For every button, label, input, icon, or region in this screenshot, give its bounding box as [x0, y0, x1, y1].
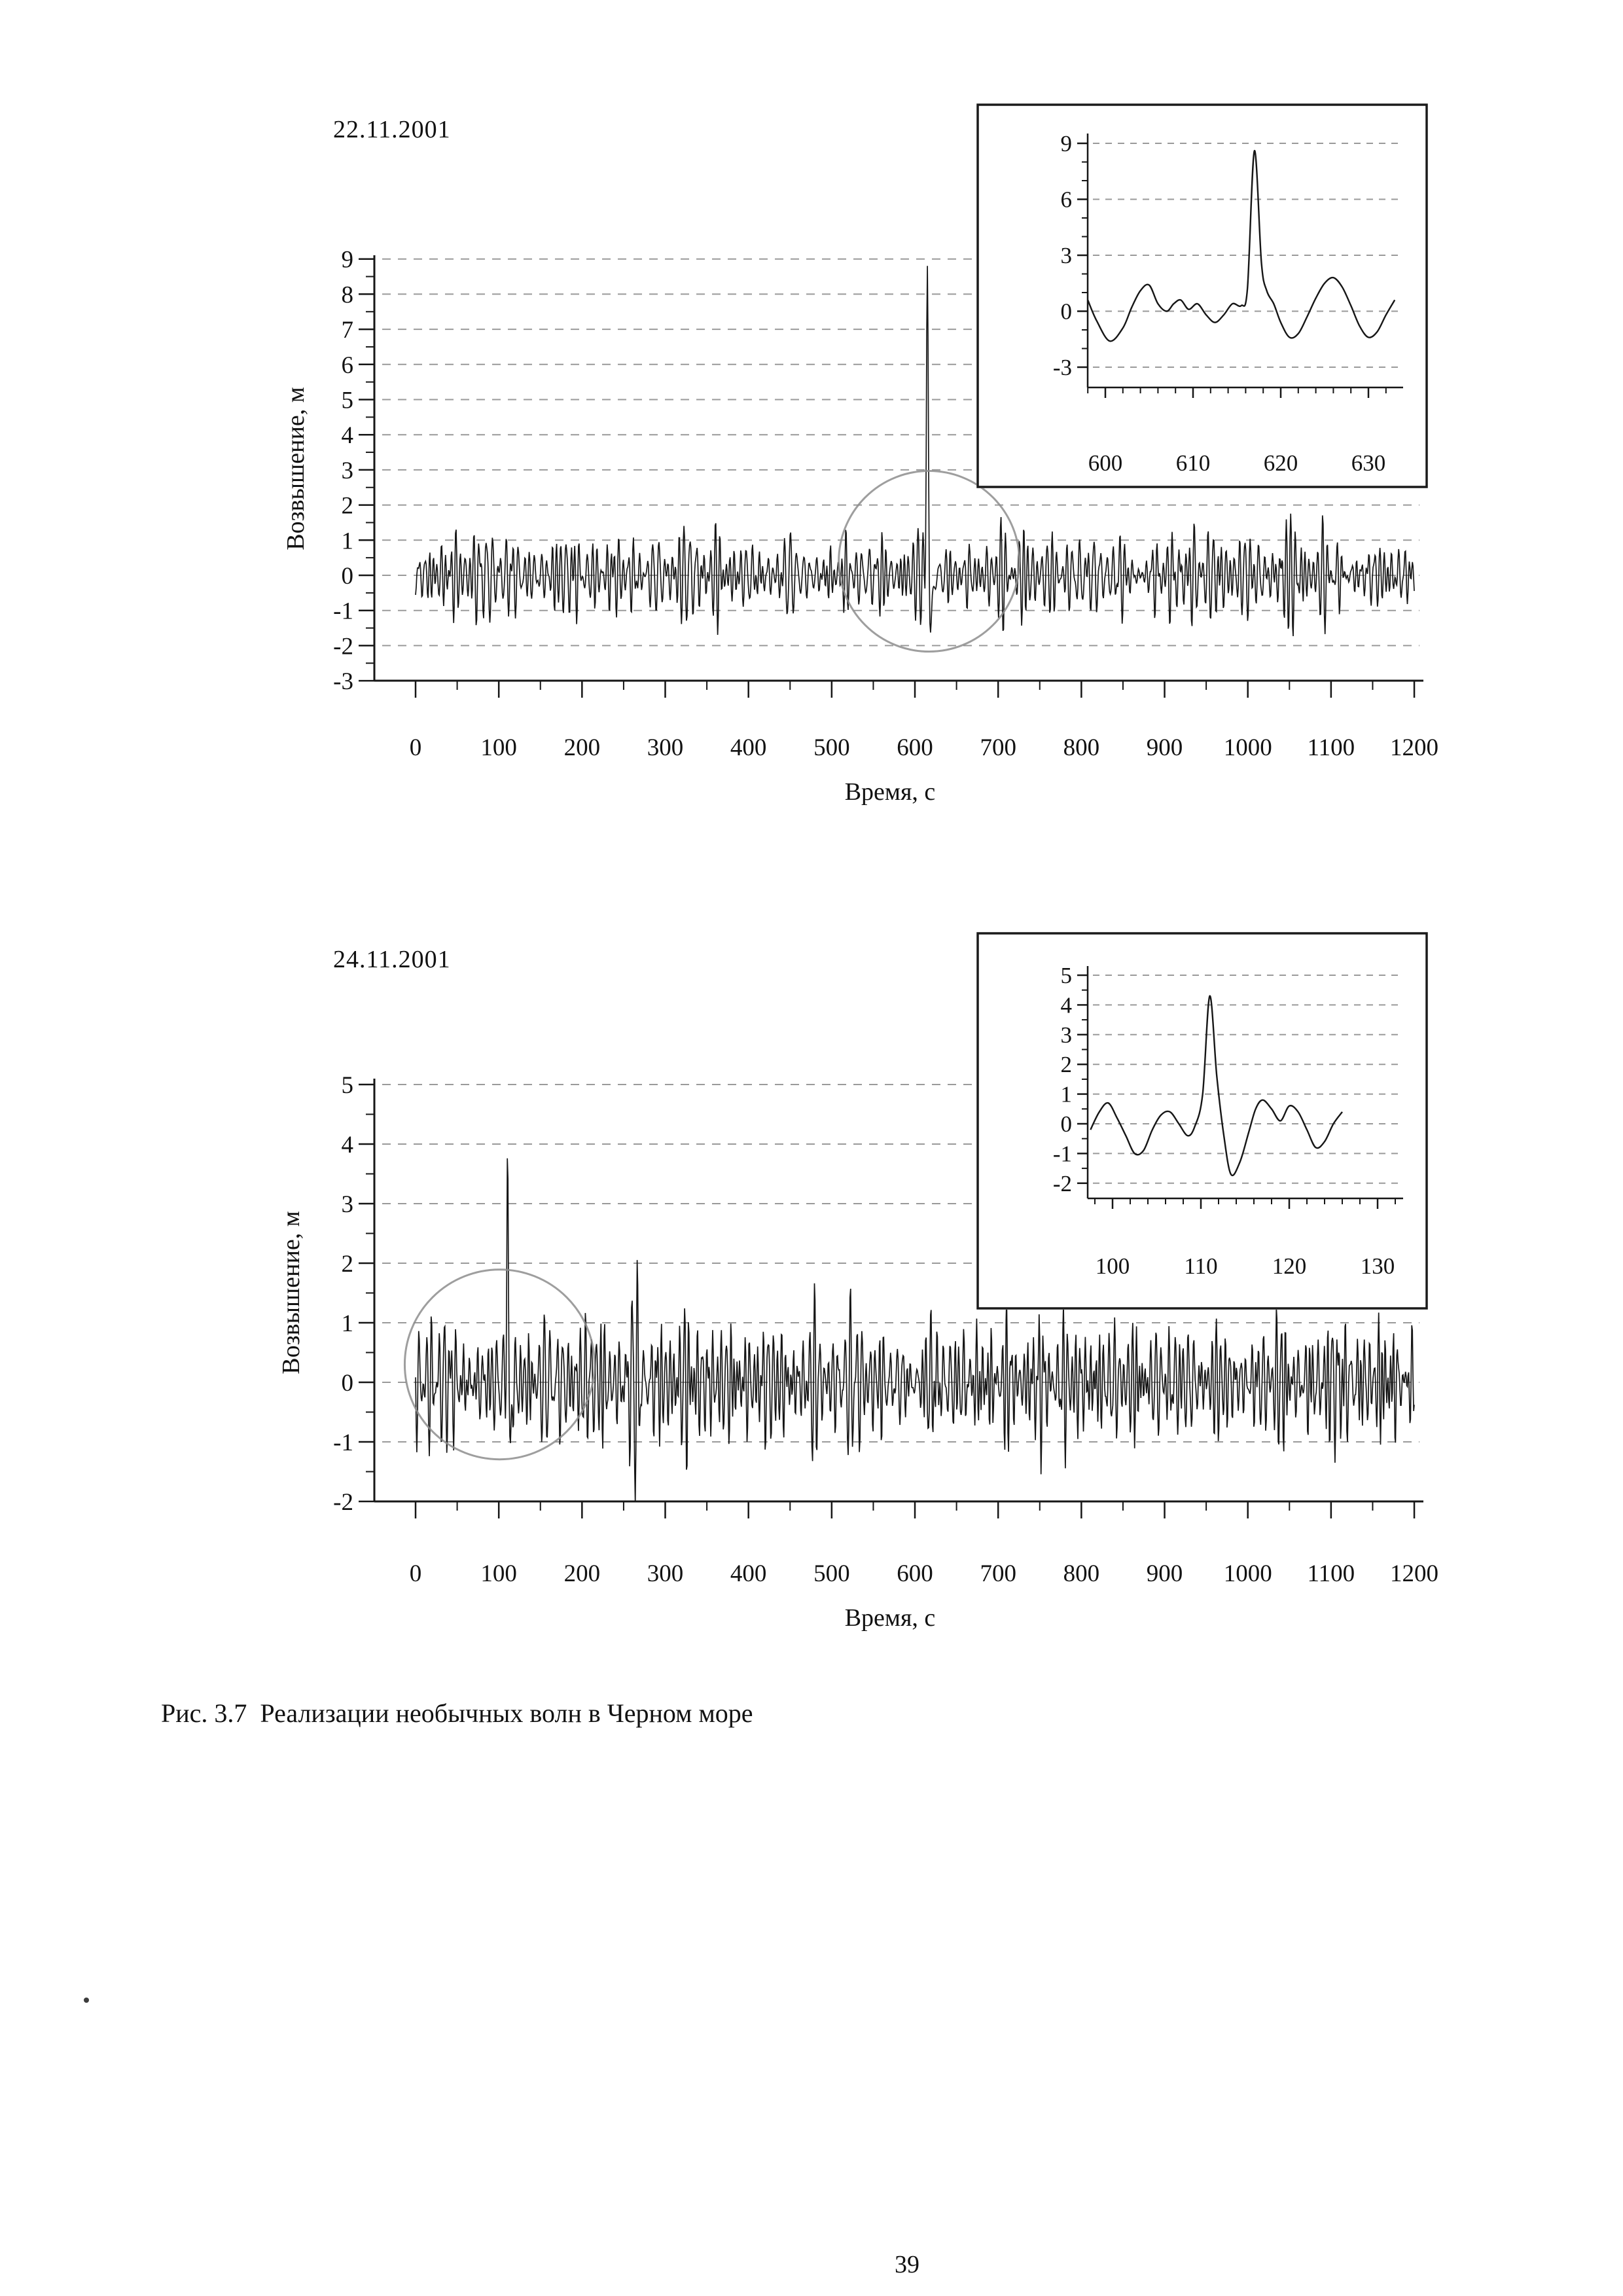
- x-tick-label: 1000: [1224, 1560, 1272, 1587]
- y-tick-label: 6: [342, 352, 354, 379]
- x-tick-label: 100: [480, 1560, 517, 1587]
- y-tick-label: 8: [342, 281, 354, 308]
- freak-wave-inset-1: -3 0 3 6 9 600 610 620 630: [976, 103, 1428, 488]
- figure-caption: Рис. 3.7 Реализации необычных волн в Чер…: [161, 1698, 753, 1728]
- y-tick-label: -1: [333, 1429, 353, 1456]
- y-tick-label: -1: [333, 598, 353, 625]
- x-tick-label: 700: [980, 734, 1016, 761]
- y-tick-label: -1: [1053, 1141, 1072, 1166]
- x-tick-label: 120: [1272, 1253, 1307, 1279]
- x-tick-label: 1200: [1390, 734, 1438, 761]
- x-tick-label: 630: [1351, 450, 1386, 476]
- inset-border: [976, 932, 1428, 1310]
- inset-signal-path: [1088, 150, 1396, 342]
- y-tick-label: -3: [1053, 355, 1072, 380]
- y-tick-label: 0: [1061, 299, 1073, 325]
- x-tick-label: 500: [813, 734, 850, 761]
- x-tick-label: 0: [410, 734, 422, 761]
- y-tick-label: 2: [342, 493, 354, 520]
- y-tick-label: 5: [1061, 963, 1073, 988]
- x-tick-label: 110: [1184, 1253, 1217, 1279]
- inset-background: [976, 103, 1428, 488]
- x-tick-label: 100: [1096, 1253, 1130, 1279]
- y-tick-label: 4: [342, 422, 354, 449]
- stray-ink-dot: [84, 1998, 89, 2003]
- y-tick-label: 9: [342, 247, 354, 274]
- inset-signal-path: [1090, 995, 1343, 1177]
- y-tick-label: -2: [1053, 1171, 1072, 1196]
- x-tick-label: 900: [1147, 734, 1183, 761]
- page-number: 39: [895, 2251, 919, 2278]
- freak-wave-circle: [838, 470, 1021, 653]
- x-tick-label: 600: [897, 1560, 933, 1587]
- x-tick-label: 1000: [1224, 734, 1272, 761]
- y-tick-label: 0: [342, 1370, 354, 1397]
- y-tick-label: 1: [1061, 1082, 1073, 1107]
- wave-signal-path: [415, 1158, 1415, 1501]
- x-tick-label: 700: [980, 1560, 1016, 1587]
- figure-1-x-axis-title: Время, с: [844, 778, 936, 806]
- y-tick-label: -2: [333, 1489, 353, 1516]
- y-tick-label: 2: [342, 1251, 354, 1278]
- y-tick-label: 9: [1061, 131, 1073, 156]
- y-tick-label: 3: [1061, 1022, 1073, 1048]
- x-tick-label: 200: [564, 734, 601, 761]
- y-tick-label: 3: [1061, 243, 1073, 268]
- x-tick-label: 400: [730, 1560, 767, 1587]
- y-tick-label: 1: [342, 1310, 354, 1337]
- x-tick-label: 300: [647, 734, 684, 761]
- y-tick-label: 4: [342, 1132, 354, 1158]
- figure-2-date-label: 24.11.2001: [333, 946, 451, 973]
- x-tick-label: 400: [730, 734, 767, 761]
- x-tick-label: 800: [1063, 734, 1100, 761]
- wave-record-chart-1: 9 8 7 6 5 4 3 2 1 0 -1 -2 -3 0 100 200 300 400 500 600 700 80…: [333, 247, 1438, 761]
- y-tick-label: 3: [342, 1191, 354, 1218]
- y-tick-label: 5: [342, 387, 354, 414]
- y-tick-label: 0: [1061, 1111, 1073, 1137]
- y-tick-label: 2: [1061, 1052, 1073, 1077]
- inset-background: [976, 932, 1428, 1310]
- figure-1-date-label: 22.11.2001: [333, 116, 451, 143]
- x-tick-label: 200: [564, 1560, 601, 1587]
- freak-wave-inset-2: -2 -1 0 1 2 3 4 5 100 110 120 130: [976, 932, 1428, 1310]
- y-tick-label: 1: [342, 528, 354, 554]
- y-tick-label: 7: [342, 317, 354, 344]
- wave-signal-path: [415, 266, 1415, 637]
- x-tick-label: 100: [480, 734, 517, 761]
- x-tick-label: 130: [1361, 1253, 1395, 1279]
- x-tick-label: 620: [1264, 450, 1298, 476]
- y-tick-label: -2: [333, 633, 353, 660]
- figure-2-x-axis-title: Время, с: [844, 1604, 936, 1632]
- x-tick-label: 1100: [1308, 1560, 1355, 1587]
- y-tick-label: 5: [342, 1072, 354, 1099]
- x-tick-label: 0: [410, 1560, 422, 1587]
- y-tick-label: 4: [1061, 992, 1073, 1018]
- x-tick-label: 600: [897, 734, 933, 761]
- y-tick-label: 0: [342, 563, 354, 590]
- x-tick-label: 300: [647, 1560, 684, 1587]
- x-tick-label: 500: [813, 1560, 850, 1587]
- y-tick-label: -3: [333, 668, 353, 695]
- inset-border: [976, 103, 1428, 488]
- x-tick-label: 610: [1176, 450, 1211, 476]
- y-tick-label: 3: [342, 457, 354, 484]
- freak-wave-circle: [403, 1268, 596, 1461]
- x-tick-label: 800: [1063, 1560, 1100, 1587]
- x-tick-label: 600: [1088, 450, 1123, 476]
- x-tick-label: 1100: [1308, 734, 1355, 761]
- x-tick-label: 1200: [1390, 1560, 1438, 1587]
- y-tick-label: 6: [1061, 187, 1073, 213]
- x-tick-label: 900: [1147, 1560, 1183, 1587]
